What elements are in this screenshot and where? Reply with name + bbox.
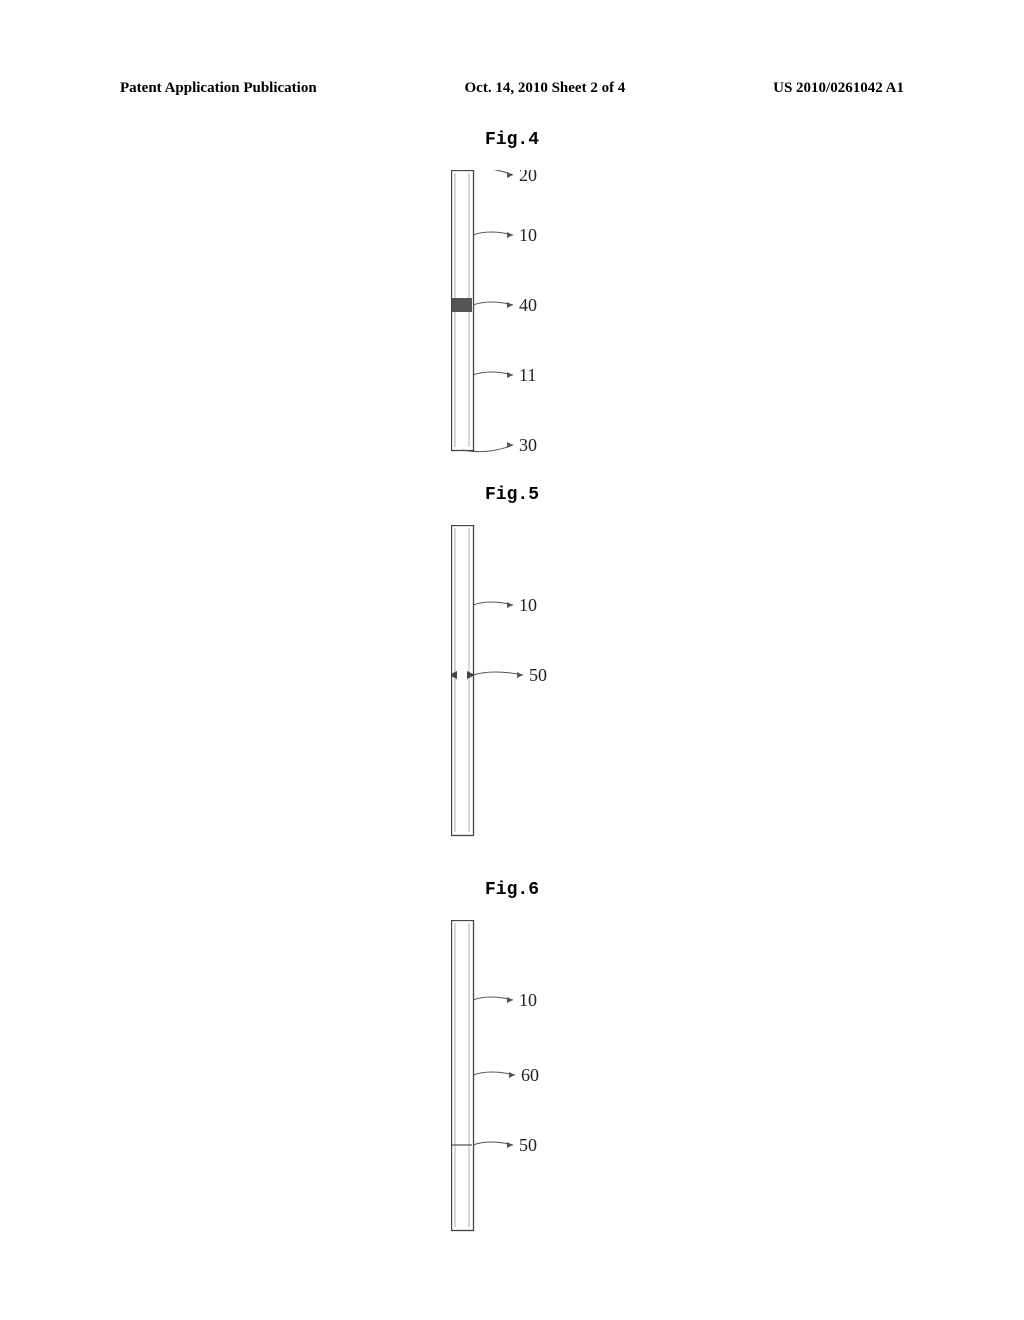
reference-label: 20 — [519, 170, 537, 185]
reference-label: 40 — [519, 295, 537, 315]
bar-svg: 20 10 40 11 30 — [451, 170, 573, 460]
header-right: US 2010/0261042 A1 — [773, 80, 904, 97]
figure-title: Fig.5 — [485, 485, 539, 505]
page-header: Patent Application Publication Oct. 14, … — [0, 80, 1024, 97]
reference-label: 10 — [519, 595, 537, 615]
reference-label: 60 — [521, 1065, 539, 1085]
figure-title: Fig.6 — [485, 880, 539, 900]
reference-label: 10 — [519, 990, 537, 1010]
reference-label: 30 — [519, 435, 537, 455]
reference-label: 50 — [529, 665, 547, 685]
header-center: Oct. 14, 2010 Sheet 2 of 4 — [465, 80, 626, 97]
figure-diagram: 10 60 50 — [451, 920, 573, 1230]
bar-svg: 10 60 50 — [451, 920, 573, 1240]
header-left: Patent Application Publication — [120, 80, 317, 97]
bar-svg: 10 50 — [451, 525, 573, 845]
reference-label: 10 — [519, 225, 537, 245]
reference-label: 50 — [519, 1135, 537, 1155]
figure-diagram: 10 50 — [451, 525, 573, 835]
reference-label: 11 — [519, 365, 536, 385]
figure-title: Fig.4 — [485, 130, 539, 150]
figure-diagram: 2010401130 — [451, 170, 573, 450]
